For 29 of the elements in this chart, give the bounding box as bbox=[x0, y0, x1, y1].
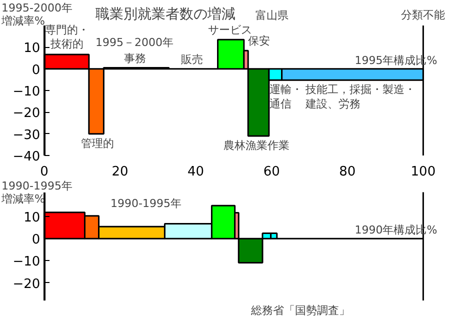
annotation: 保安 bbox=[248, 34, 270, 48]
annotation: 1995－2000年 bbox=[96, 36, 174, 49]
ref-line-label: 分類不能 bbox=[401, 8, 446, 22]
annotation: 技能工，採掘・製造・建設、労務 bbox=[304, 83, 416, 110]
annotation: 農林漁業作業 bbox=[223, 139, 290, 152]
text: 富山県 bbox=[256, 9, 288, 22]
annotation: 販売 bbox=[181, 52, 204, 66]
y-tick-label: −20 bbox=[12, 106, 40, 122]
x-tick-label: 60 bbox=[263, 164, 280, 180]
x-tick-label: 100 bbox=[410, 164, 436, 180]
x-tick-label: 20 bbox=[112, 164, 128, 180]
y-tick-label: 10 bbox=[24, 41, 40, 56]
annotation: 事務 bbox=[124, 52, 146, 65]
y-tick-label: −10 bbox=[12, 254, 40, 270]
y-tick-label: 0 bbox=[32, 232, 40, 248]
y-tick-label: −20 bbox=[12, 276, 40, 292]
annotation: サービス bbox=[208, 24, 252, 37]
annotation: 運輸・通信 bbox=[270, 83, 303, 110]
y-tick-label: 10 bbox=[24, 210, 40, 226]
x-tick-label: 80 bbox=[339, 164, 356, 180]
annotation: 管理的 bbox=[80, 136, 114, 150]
annotation: 1990-1995年 bbox=[110, 197, 182, 210]
y-tick-label: −40 bbox=[12, 150, 40, 164]
chart-title: 職業別就業者数の増減 bbox=[96, 6, 236, 22]
y-tick-label: −30 bbox=[12, 128, 40, 143]
y-tick-label: −10 bbox=[12, 84, 40, 100]
y-tick-label: 0 bbox=[32, 62, 40, 78]
text: 総務省「国勢調査」 bbox=[250, 304, 350, 317]
x-tick-label: 40 bbox=[188, 164, 204, 180]
